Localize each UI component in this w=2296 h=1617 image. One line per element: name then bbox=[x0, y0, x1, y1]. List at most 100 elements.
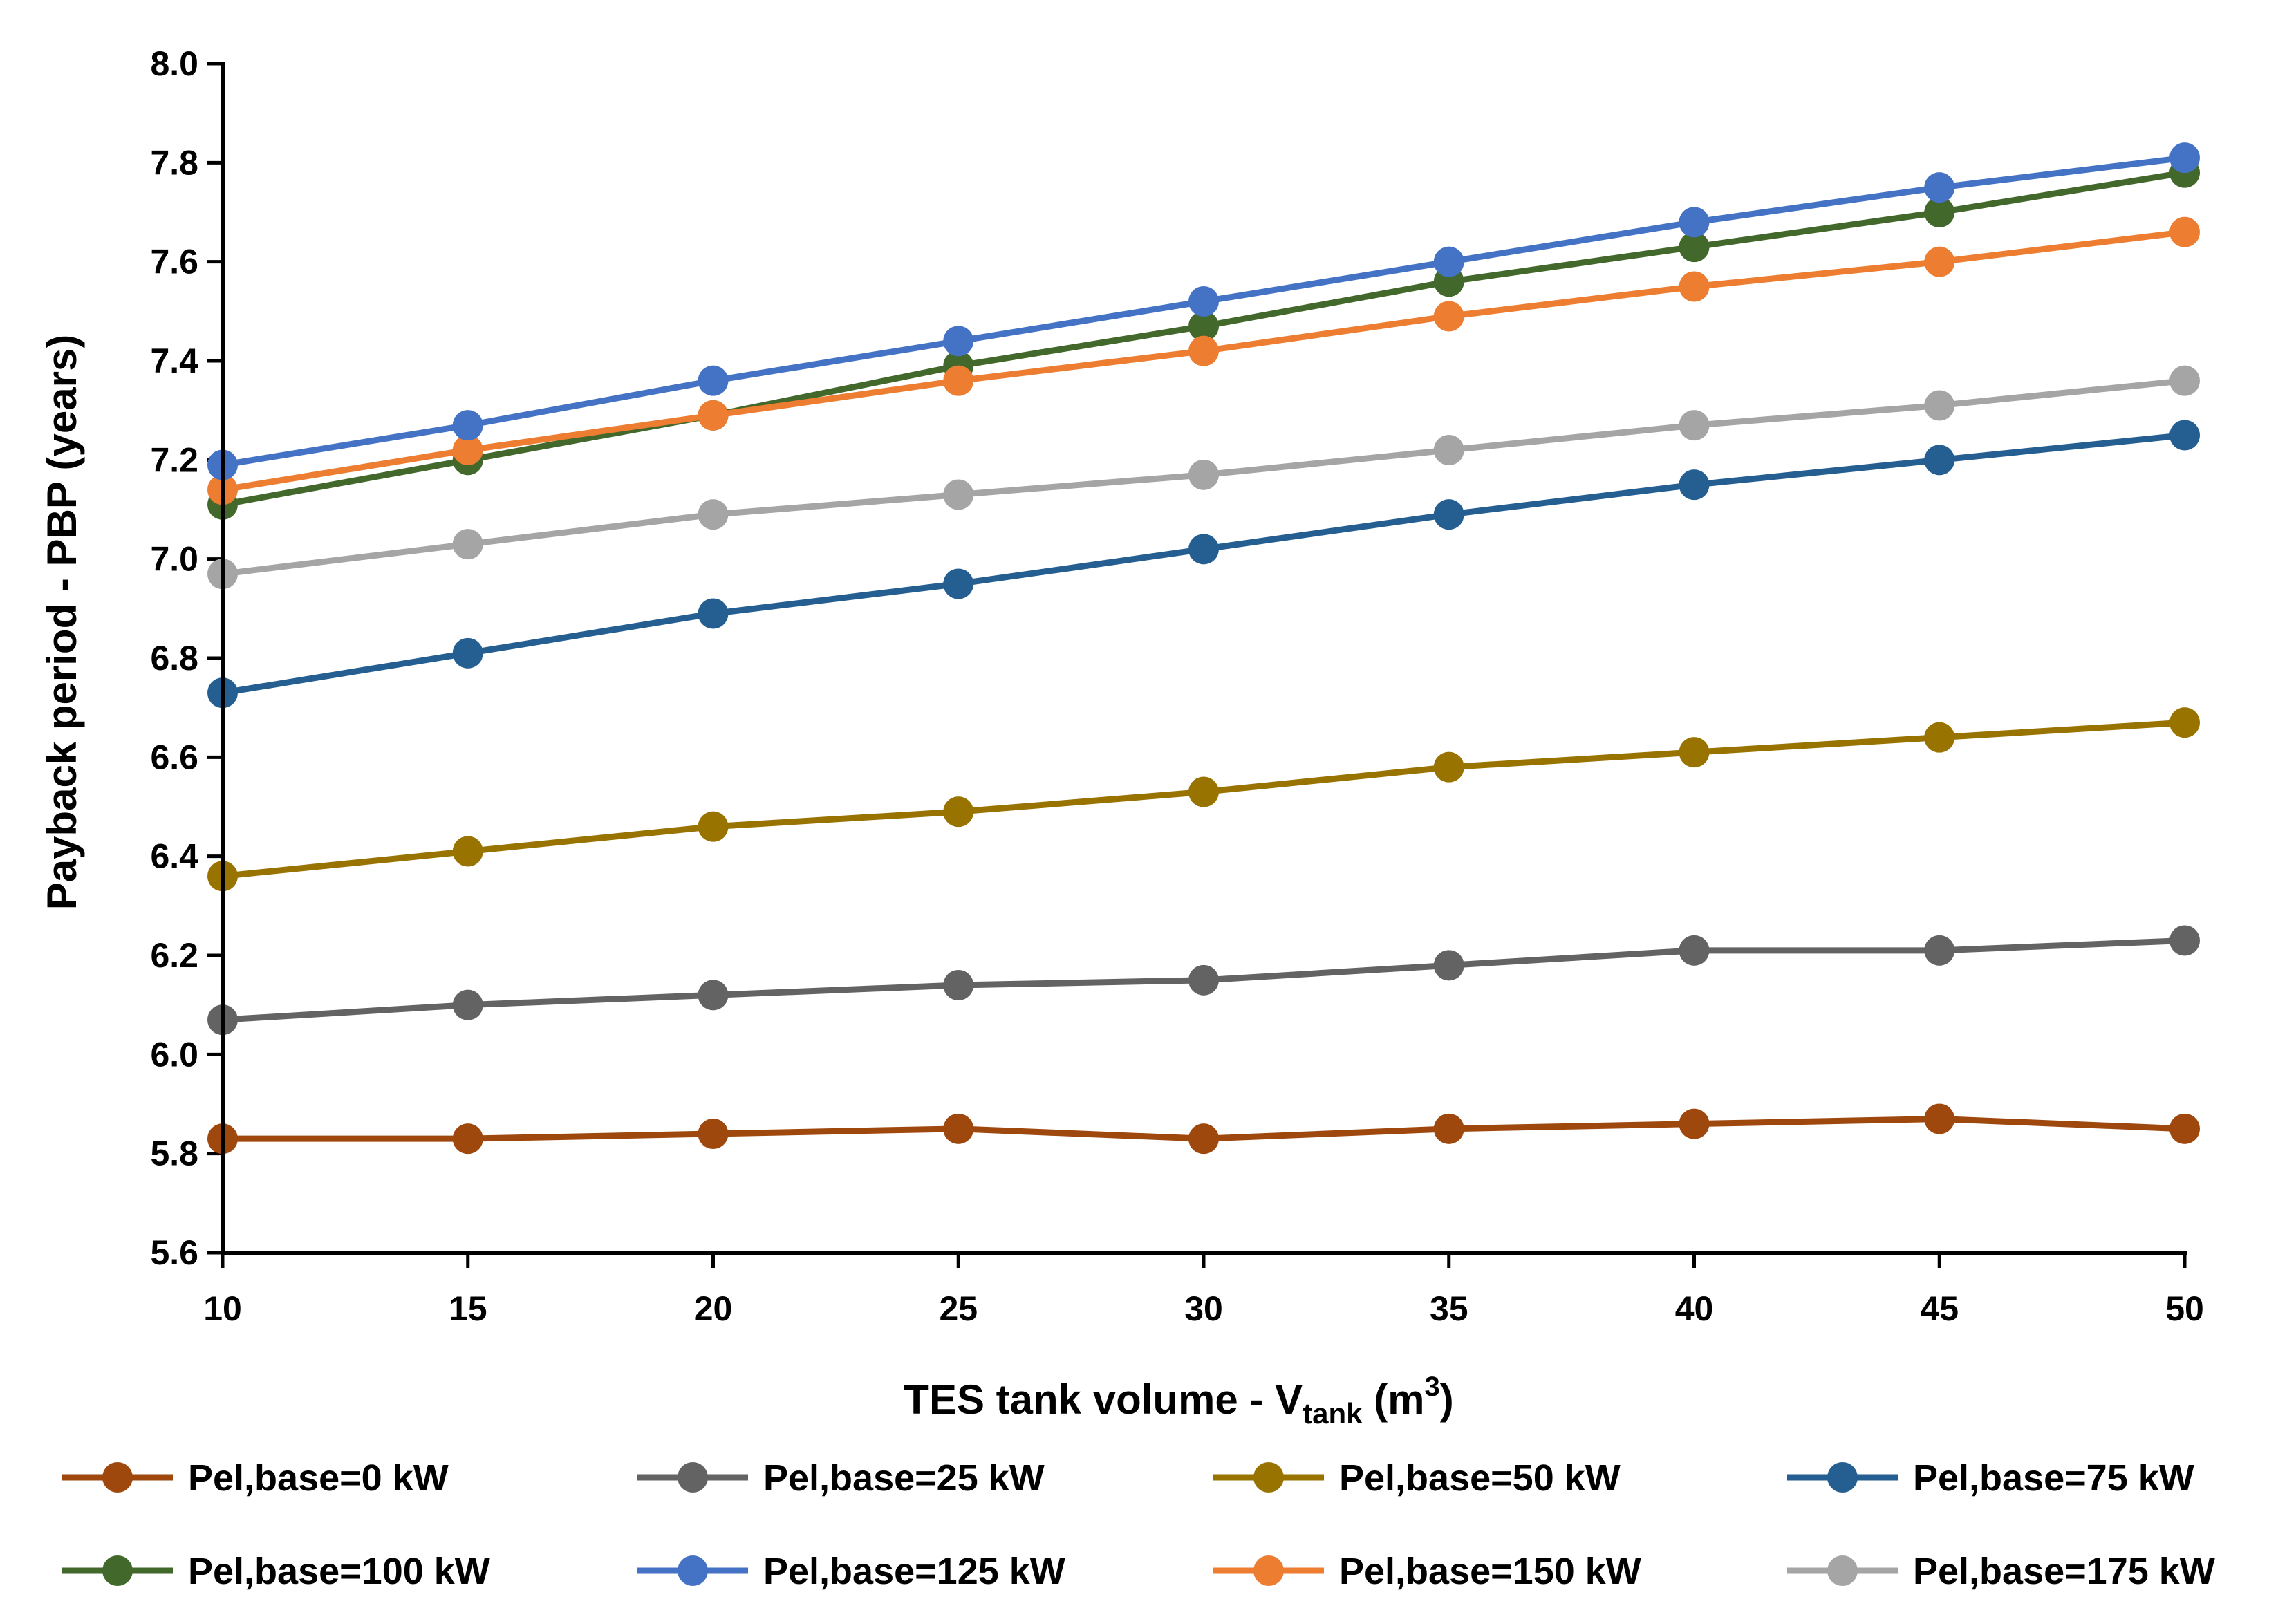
data-point bbox=[1188, 335, 1219, 366]
data-point bbox=[452, 637, 483, 669]
series-3 bbox=[207, 420, 2200, 709]
y-tick-label: 7.8 bbox=[150, 143, 198, 182]
y-tick-label: 7.6 bbox=[150, 243, 198, 281]
data-point bbox=[2169, 420, 2200, 451]
x-tick-label: 45 bbox=[1920, 1289, 1959, 1328]
data-point bbox=[1924, 1103, 1955, 1134]
y-tick-label: 6.8 bbox=[150, 639, 198, 677]
data-point bbox=[698, 811, 729, 842]
data-point bbox=[2169, 216, 2200, 247]
x-tick-label: 25 bbox=[939, 1289, 978, 1328]
data-point bbox=[1679, 232, 1710, 263]
data-point bbox=[1924, 935, 1955, 966]
x-tick-label: 35 bbox=[1430, 1289, 1468, 1328]
legend-label: Pel,base=75 kW bbox=[1913, 1457, 2194, 1499]
data-point bbox=[2169, 1113, 2200, 1144]
legend-entry: Pel,base=150 kW bbox=[1213, 1551, 1641, 1592]
series-layer bbox=[207, 142, 2200, 1155]
data-point bbox=[1679, 1108, 1710, 1139]
data-point bbox=[1924, 722, 1955, 753]
data-point bbox=[1433, 435, 1464, 465]
legend-marker bbox=[1253, 1462, 1284, 1493]
y-tick-label: 7.4 bbox=[150, 342, 198, 380]
y-axis-ticks: 5.6 5.8 6.0 6.2 6.4 6.6 6.8 7.0 7.2 7.4 7.6 7.8 8.0 bbox=[150, 44, 223, 1272]
legend-entry: Pel,base=175 kW bbox=[1787, 1551, 2215, 1592]
data-point bbox=[1924, 172, 1955, 203]
legend-marker bbox=[1253, 1555, 1284, 1586]
legend-label: Pel,base=50 kW bbox=[1339, 1457, 1621, 1499]
data-point bbox=[943, 365, 974, 396]
data-point bbox=[2169, 707, 2200, 738]
data-point bbox=[2169, 925, 2200, 956]
data-point bbox=[1679, 410, 1710, 441]
data-point bbox=[1433, 301, 1464, 332]
legend-entry: Pel,base=100 kW bbox=[62, 1551, 490, 1592]
data-point bbox=[452, 410, 483, 441]
legend-label: Pel,base=25 kW bbox=[763, 1457, 1045, 1499]
data-point bbox=[943, 796, 974, 828]
data-point bbox=[943, 568, 974, 599]
data-point bbox=[452, 529, 483, 560]
x-tick-label: 30 bbox=[1184, 1289, 1223, 1328]
data-point bbox=[943, 970, 974, 1000]
data-point bbox=[1433, 751, 1464, 783]
series-2 bbox=[207, 707, 2200, 892]
legend-entry: Pel,base=75 kW bbox=[1787, 1457, 2194, 1499]
legend-marker bbox=[102, 1462, 133, 1493]
data-point bbox=[452, 836, 483, 867]
data-point bbox=[1188, 534, 1219, 565]
data-point bbox=[698, 980, 729, 1011]
legend-entry: Pel,base=0 kW bbox=[62, 1457, 449, 1499]
data-point bbox=[698, 598, 729, 629]
data-point bbox=[1188, 964, 1219, 996]
data-point bbox=[1433, 950, 1464, 981]
data-point bbox=[1924, 197, 1955, 227]
legend-label: Pel,base=150 kW bbox=[1339, 1551, 1641, 1592]
legend-entry: Pel,base=25 kW bbox=[637, 1457, 1045, 1499]
series-1 bbox=[207, 925, 2200, 1036]
x-axis-ticks: 10 15 20 25 30 35 40 45 50 bbox=[203, 1253, 2204, 1328]
y-tick-label: 7.0 bbox=[150, 540, 198, 579]
legend-entry: Pel,base=125 kW bbox=[637, 1551, 1065, 1592]
data-point bbox=[943, 1113, 974, 1144]
y-tick-label: 8.0 bbox=[150, 44, 198, 83]
data-point bbox=[452, 989, 483, 1020]
x-tick-label: 20 bbox=[694, 1289, 733, 1328]
data-point bbox=[1188, 776, 1219, 807]
data-point bbox=[943, 326, 974, 357]
y-tick-label: 6.6 bbox=[150, 738, 198, 776]
legend-entry: Pel,base=50 kW bbox=[1213, 1457, 1621, 1499]
data-point bbox=[698, 1119, 729, 1149]
data-point bbox=[1188, 286, 1219, 317]
data-point bbox=[943, 479, 974, 510]
legend-marker bbox=[678, 1555, 708, 1586]
legend-marker bbox=[1827, 1462, 1858, 1493]
data-point bbox=[1924, 445, 1955, 476]
data-point bbox=[1679, 271, 1710, 302]
data-point bbox=[1188, 1123, 1219, 1155]
series-6 bbox=[207, 216, 2200, 505]
data-point bbox=[1924, 246, 1955, 277]
y-tick-label: 5.6 bbox=[150, 1233, 198, 1272]
y-tick-label: 6.0 bbox=[150, 1035, 198, 1074]
y-tick-label: 5.8 bbox=[150, 1134, 198, 1173]
data-point bbox=[698, 499, 729, 530]
legend-label: Pel,base=100 kW bbox=[188, 1551, 490, 1592]
data-point bbox=[698, 400, 729, 431]
data-point bbox=[2169, 142, 2200, 174]
series-0 bbox=[207, 1103, 2200, 1155]
legend-marker bbox=[678, 1462, 708, 1493]
data-point bbox=[452, 435, 483, 465]
x-tick-label: 40 bbox=[1675, 1289, 1714, 1328]
y-tick-label: 6.2 bbox=[150, 936, 198, 975]
legend-label: Pel,base=0 kW bbox=[188, 1457, 449, 1499]
data-point bbox=[1679, 935, 1710, 966]
series-7 bbox=[207, 365, 2200, 590]
legend-marker bbox=[1827, 1555, 1858, 1586]
y-tick-label: 6.4 bbox=[150, 837, 198, 876]
x-tick-label: 15 bbox=[449, 1289, 487, 1328]
legend-label: Pel,base=175 kW bbox=[1913, 1551, 2215, 1592]
data-point bbox=[1679, 207, 1710, 238]
x-axis-title: TES tank volume - Vtank (m3) bbox=[904, 1372, 1453, 1430]
x-tick-label: 50 bbox=[2165, 1289, 2204, 1328]
